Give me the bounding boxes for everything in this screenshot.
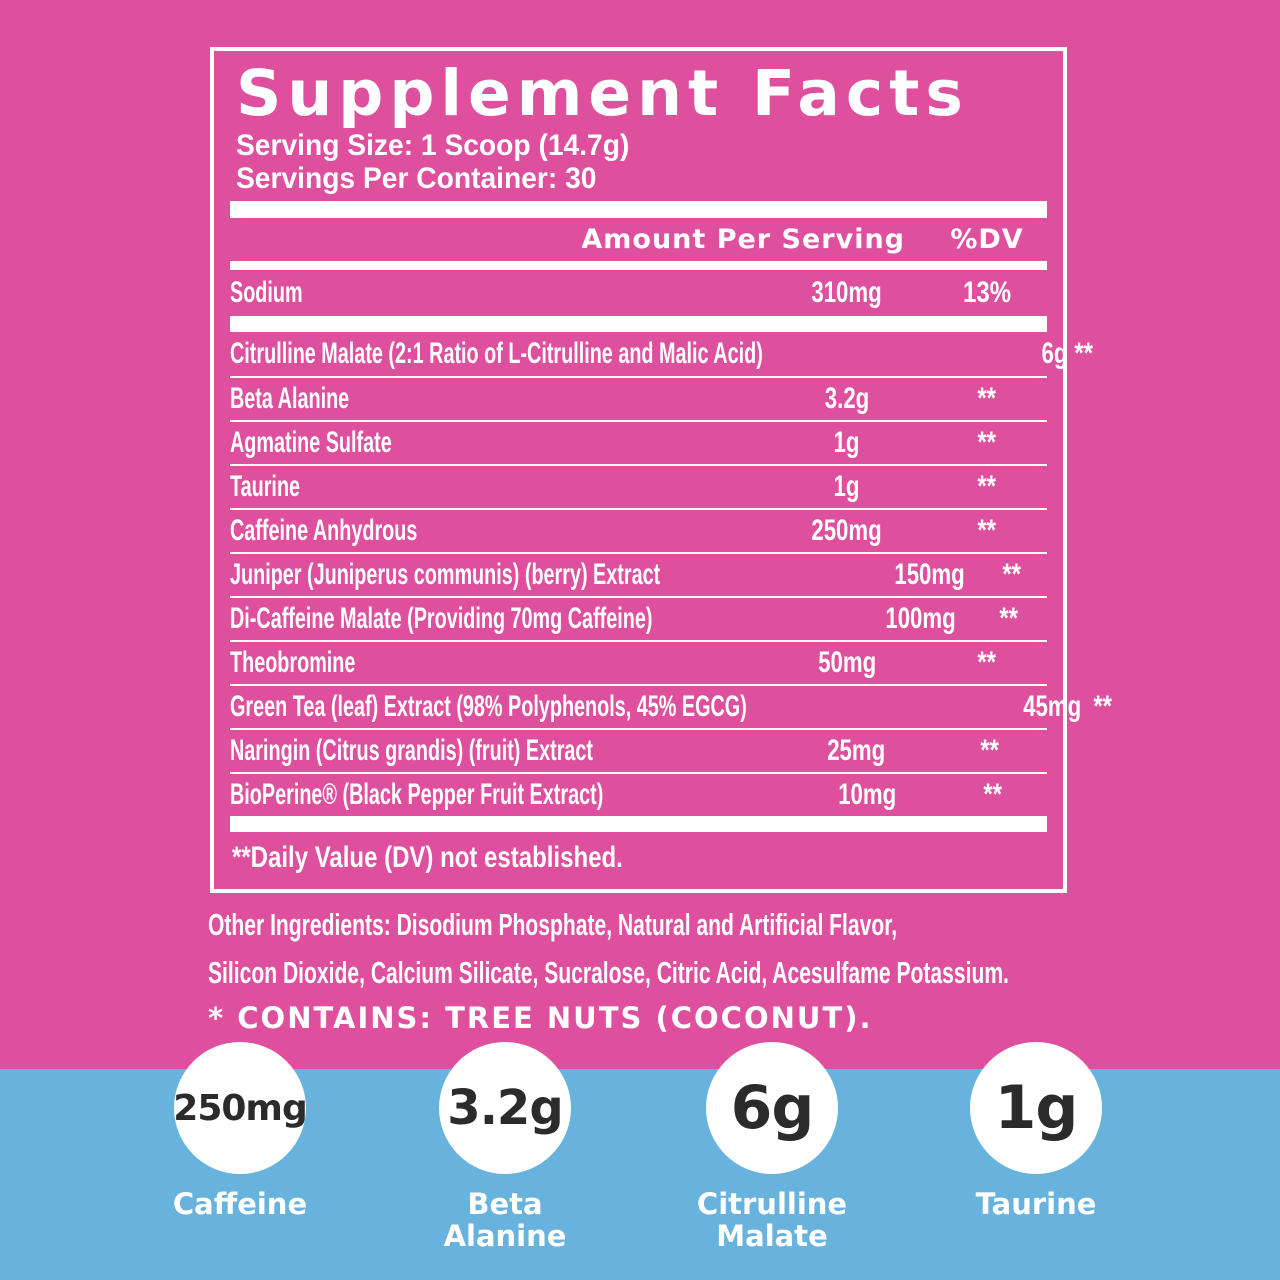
ingredient-dv: ** [977,382,997,415]
ingredient-dv: ** [1074,337,1094,370]
ingredient-amount: 3.2g [824,382,870,415]
ingredient-name: BioPerine® (Black Pepper Fruit Extract) [230,778,604,811]
ingredient-row-beta-alanine: Beta Alanine 3.2g ** [230,376,1047,420]
highlight-label: Taurine [975,1187,1097,1221]
ingredient-row-di-caffeine-malate: Di-Caffeine Malate (Providing 70mg Caffe… [230,596,1047,640]
ingredient-name: Naringin (Citrus grandis) (fruit) Extrac… [230,734,594,767]
highlight-circle: 6g [706,1042,838,1174]
dv-footnote: **Daily Value (DV) not established. [232,841,623,874]
ingredient-name: Juniper (Juniperus communis) (berry) Ext… [230,558,661,591]
divider-thick-bottom [230,816,1047,832]
servings-per-container: Servings Per Container: 30 [236,162,597,195]
ingredient-amount: 100mg [885,602,956,635]
highlight-circle: 1g [970,1042,1102,1174]
serving-size: Serving Size: 1 Scoop (14.7g) [236,129,630,162]
supplement-facts-panel: Supplement Facts Serving Size: 1 Scoop (… [210,47,1112,893]
ingredient-row-taurine: Taurine 1g ** [230,464,1047,508]
ingredient-row-citrulline-malate: Citrulline Malate (2:1 Ratio of L-Citrul… [230,332,1093,376]
highlight-label: Caffeine [172,1187,308,1221]
divider-thick-sodium [230,316,1047,332]
highlight-circle: 3.2g [439,1042,571,1174]
column-header-dv: %DV [950,224,1024,255]
ingredient-dv: ** [999,602,1019,635]
other-ingredients-line1: Other Ingredients: Disodium Phosphate, N… [208,907,898,942]
ingredient-row-green-tea-extract: Green Tea (leaf) Extract (98% Polyphenol… [230,684,1112,728]
divider-thick-top [230,201,1047,218]
column-header-amount: Amount Per Serving [581,224,905,255]
ingredient-amount: 6g [1041,337,1068,370]
ingredient-dv: ** [1093,690,1113,723]
ingredient-row-bioperine: BioPerine® (Black Pepper Fruit Extract) … [230,772,1047,816]
ingredient-name: Green Tea (leaf) Extract (98% Polyphenol… [230,690,747,723]
ingredient-amount: 1g [834,426,860,459]
ingredient-row-caffeine-anhydrous: Caffeine Anhydrous 250mg ** [230,508,1047,552]
ingredient-dv: ** [977,646,997,679]
ingredient-name: Agmatine Sulfate [230,426,392,459]
highlight-circle: 250mg [173,1042,308,1174]
ingredient-amount: 25mg [827,734,886,767]
highlight-value: 250mg [173,1087,307,1129]
ingredient-amount: 50mg [818,646,876,679]
ingredient-dv: ** [977,514,997,547]
ingredient-rows: Citrulline Malate (2:1 Ratio of L-Citrul… [230,332,1112,816]
ingredient-row-agmatine-sulfate: Agmatine Sulfate 1g ** [230,420,1047,464]
ingredient-amount: 10mg [838,778,897,811]
panel-title: Supplement Facts [236,57,969,130]
ingredient-name: Beta Alanine [230,382,350,415]
highlight-label: Beta Alanine [443,1187,567,1253]
ingredient-dv: ** [983,778,1003,811]
ingredient-dv: 13% [962,276,1012,309]
ingredient-amount: 250mg [811,514,883,547]
ingredient-dv: ** [980,734,1000,767]
highlight-value: 6g [730,1073,815,1143]
divider-mid [230,261,1047,270]
highlight-label: Citrulline Malate [696,1187,848,1253]
ingredient-dv: ** [1002,558,1022,591]
allergen-contains-statement: * CONTAINS: TREE NUTS (COCONUT). [208,1001,873,1035]
ingredient-amount: 310mg [811,276,883,309]
ingredient-row-theobromine: Theobromine 50mg ** [230,640,1047,684]
ingredient-dv: ** [977,426,997,459]
highlight-beta-alanine: 3.2g Beta Alanine [385,1042,625,1252]
ingredient-amount: 1g [834,470,860,503]
highlight-taurine: 1g Taurine [916,1042,1156,1220]
ingredient-row-juniper-extract: Juniper (Juniperus communis) (berry) Ext… [230,552,1047,596]
ingredient-name: Theobromine [230,646,356,679]
ingredient-name: Sodium [230,276,303,309]
ingredient-name: Caffeine Anhydrous [230,514,418,547]
ingredient-amount: 150mg [894,558,965,591]
highlight-value: 1g [994,1073,1079,1143]
ingredient-row-sodium: Sodium 310mg 13% [230,270,1047,316]
other-ingredients-block: Other Ingredients: Disodium Phosphate, N… [208,901,1108,1035]
column-header-row: Amount Per Serving %DV [230,218,1047,261]
highlight-value: 3.2g [447,1080,563,1136]
other-ingredients-line2: Silicon Dioxide, Calcium Silicate, Sucra… [208,955,1009,990]
ingredient-row-naringin-extract: Naringin (Citrus grandis) (fruit) Extrac… [230,728,1047,772]
ingredient-name: Citrulline Malate (2:1 Ratio of L-Citrul… [230,337,763,370]
ingredient-dv: ** [977,470,997,503]
highlight-caffeine: 250mg Caffeine [120,1042,360,1220]
ingredient-name: Taurine [230,470,301,503]
highlight-citrulline-malate: 6g Citrulline Malate [652,1042,892,1252]
ingredient-name: Di-Caffeine Malate (Providing 70mg Caffe… [230,602,653,635]
ingredient-amount: 45mg [1023,690,1082,723]
